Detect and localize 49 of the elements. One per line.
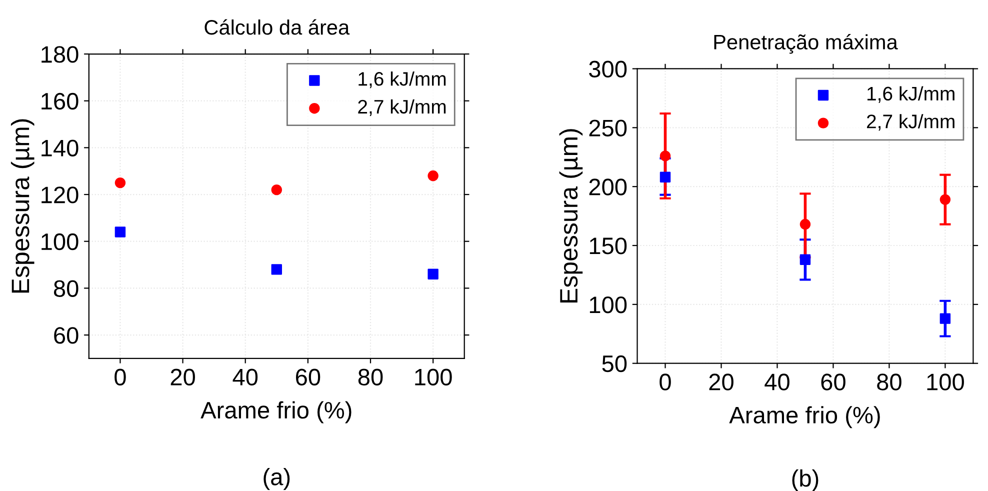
legend-label: 2,7 kJ/mm: [866, 114, 954, 131]
x-tick-label: 100: [415, 368, 452, 386]
point: [660, 150, 671, 162]
x-tick-label: 20: [170, 368, 195, 386]
y-tick-label: 60: [54, 327, 78, 344]
y-tick-label: 50: [602, 355, 627, 372]
y-tick-label: 200: [589, 178, 627, 196]
point: [428, 268, 438, 280]
legend-label: 1,6 kJ/mm: [867, 86, 954, 103]
point: [940, 313, 951, 324]
point: [660, 172, 671, 183]
y-tick-label: 80: [54, 280, 78, 297]
x-tick-label: 60: [821, 374, 846, 390]
point: [271, 264, 282, 275]
x-tick-label: 80: [358, 368, 383, 386]
legend-label: 1,6 kJ/mm: [358, 72, 446, 88]
point: [428, 170, 438, 182]
y-axis-title: Espessura (µm): [10, 119, 34, 293]
x-tick-label: 0: [660, 374, 671, 390]
point: [800, 254, 811, 265]
y-tick-label: 100: [42, 233, 78, 250]
point: [114, 177, 126, 188]
x-tick-label: 80: [877, 374, 902, 390]
y-tick-label: 100: [590, 296, 627, 314]
y-tick-label: 160: [42, 92, 78, 110]
x-tick-label: 20: [709, 374, 734, 390]
x-tick-label: 100: [927, 374, 964, 390]
text: (b): [792, 469, 818, 491]
y-tick-label: 180: [42, 46, 78, 63]
x-tick-label: 40: [232, 368, 258, 386]
point: [271, 184, 282, 196]
x-tick-label: 0: [114, 368, 126, 386]
x-axis-title: Arame frio (%): [200, 401, 352, 424]
y-tick-label: 120: [42, 186, 78, 204]
point: [800, 218, 811, 230]
chart-title: Penetração máxima: [714, 34, 898, 54]
point: [940, 194, 951, 205]
y-axis-title: Espessura (µm): [559, 129, 583, 302]
y-tick-label: 300: [589, 60, 627, 78]
y-tick-label: 140: [42, 140, 78, 156]
point: [114, 226, 126, 238]
legend-label: 2,7 kJ/mm: [358, 99, 446, 116]
x-axis-title: Arame frio (%): [729, 406, 880, 428]
x-tick-label: 60: [296, 368, 320, 386]
y-tick-label: 150: [590, 238, 627, 254]
text: (a): [264, 468, 290, 490]
chart-title: Cálculo da área: [204, 19, 350, 35]
y-tick-label: 250: [589, 120, 627, 136]
x-tick-label: 40: [764, 374, 790, 390]
